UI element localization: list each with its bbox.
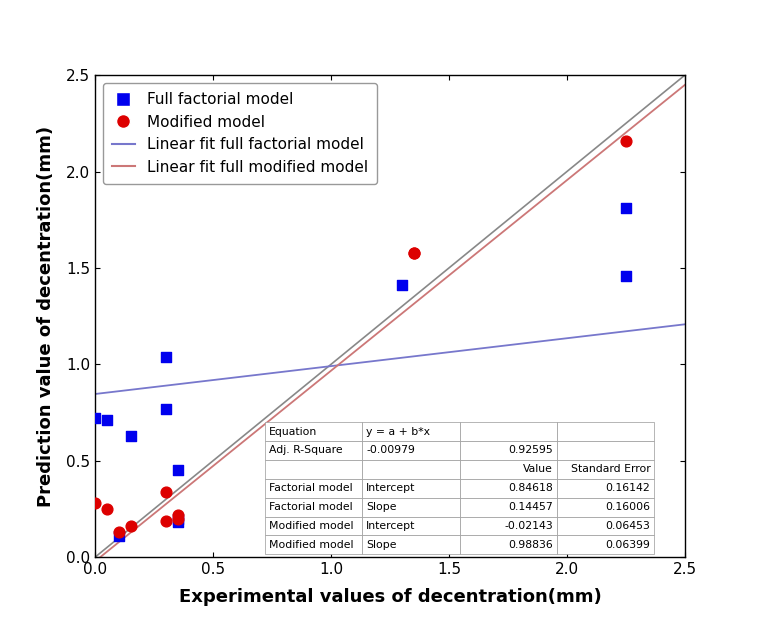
Point xyxy=(619,270,632,280)
Point xyxy=(396,280,408,290)
Point xyxy=(100,415,113,425)
Point xyxy=(172,510,184,520)
Legend: Full factorial model, Modified model, Linear fit full factorial model, Linear fi: Full factorial model, Modified model, Li… xyxy=(103,83,377,184)
Point xyxy=(619,203,632,213)
Point xyxy=(113,531,125,541)
Point xyxy=(160,352,172,362)
Point xyxy=(266,485,279,495)
Point xyxy=(266,541,279,551)
Point xyxy=(113,527,125,537)
Point xyxy=(160,404,172,414)
Point xyxy=(408,247,420,257)
Point xyxy=(89,498,101,508)
Point xyxy=(160,515,172,525)
Y-axis label: Prediction value of decentration(mm): Prediction value of decentration(mm) xyxy=(37,126,55,506)
Point xyxy=(172,465,184,475)
Point xyxy=(619,136,632,146)
Point xyxy=(172,518,184,528)
Point xyxy=(172,513,184,523)
Point xyxy=(172,513,184,523)
Point xyxy=(408,247,420,257)
Point xyxy=(89,413,101,423)
Point xyxy=(100,504,113,514)
Point xyxy=(160,486,172,496)
Point xyxy=(125,521,137,531)
X-axis label: Experimental values of decentration(mm): Experimental values of decentration(mm) xyxy=(179,588,601,606)
Point xyxy=(125,431,137,441)
